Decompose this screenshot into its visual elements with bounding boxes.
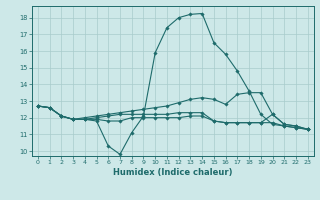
X-axis label: Humidex (Indice chaleur): Humidex (Indice chaleur) <box>113 168 233 177</box>
